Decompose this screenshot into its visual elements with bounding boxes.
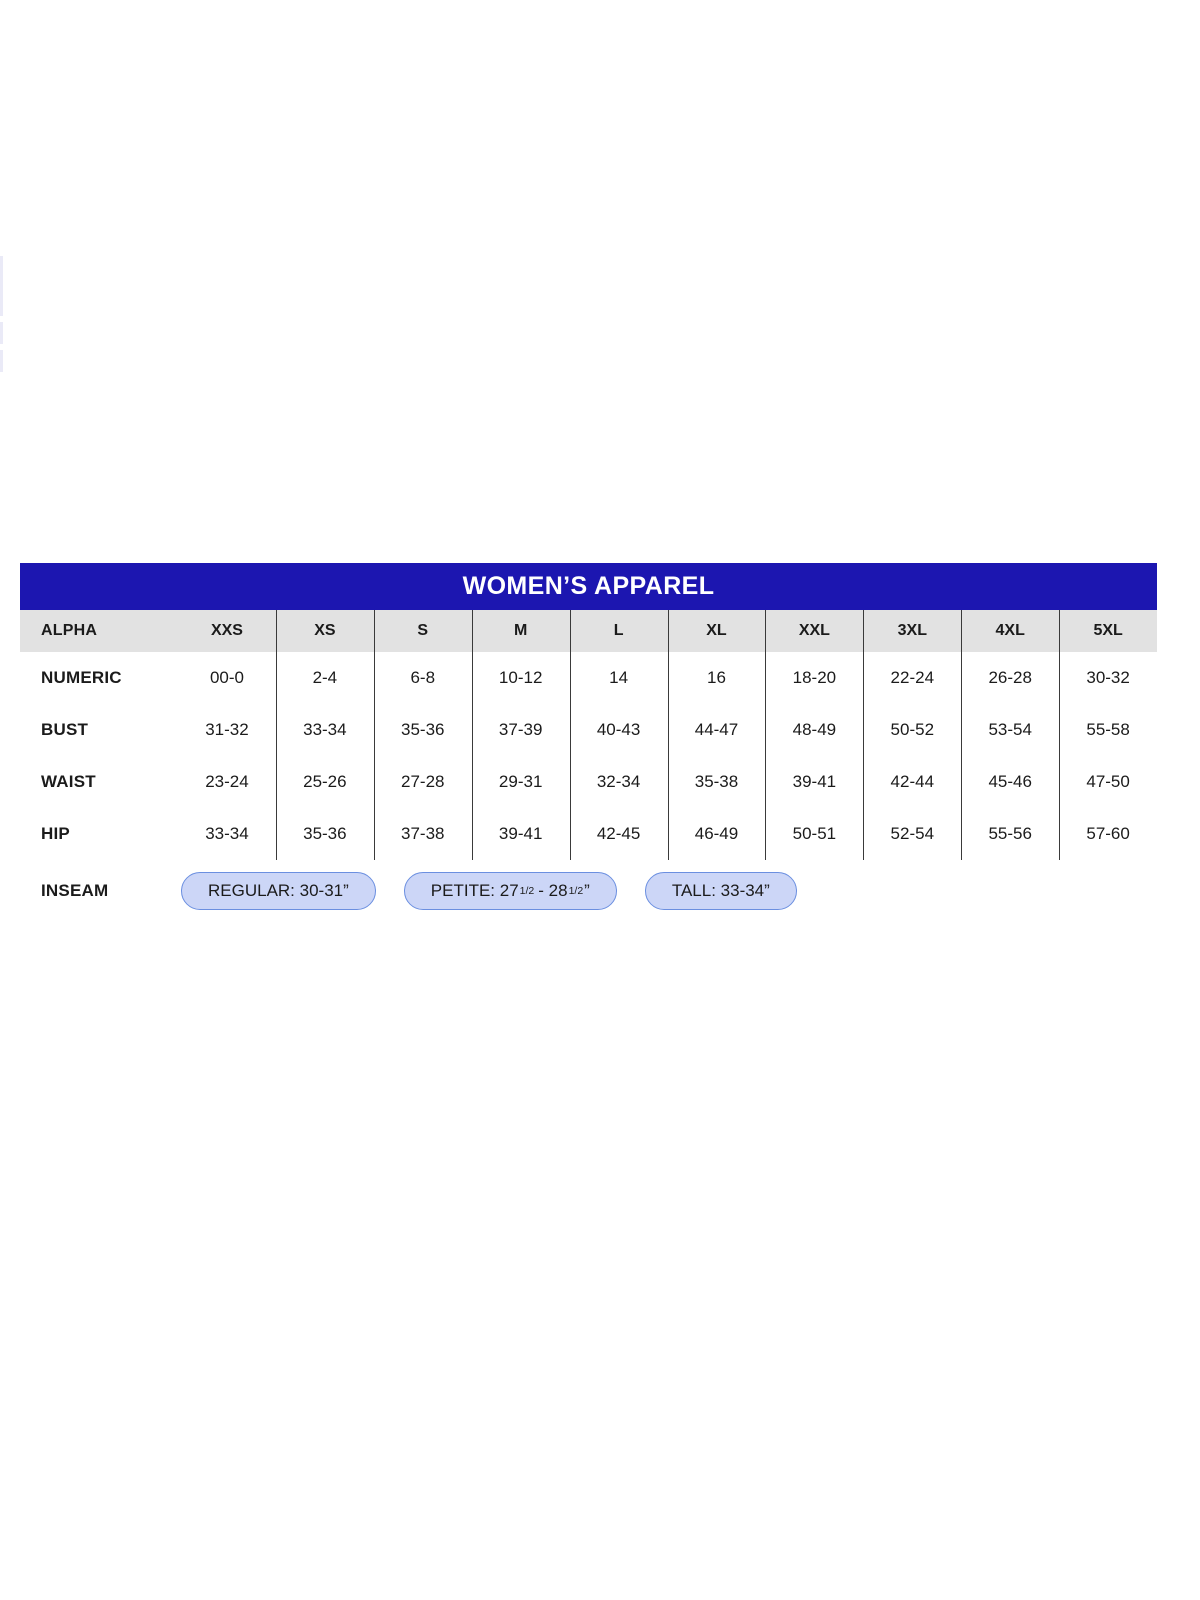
- header-size-m: M: [471, 610, 570, 652]
- table-row-inseam: INSEAM REGULAR: 30-31” PETITE: 27 1/2 - …: [20, 860, 1157, 922]
- header-size-xs: XS: [275, 610, 374, 652]
- header-label-alpha: ALPHA: [41, 622, 98, 639]
- table-header-row: ALPHA XXS XS S M L XL XXL 3XL 4XL 5XL: [20, 610, 1157, 652]
- inseam-pill-regular-label: REGULAR: 30-31”: [208, 881, 349, 900]
- cell-bust-xxl: 48-49: [765, 704, 863, 756]
- cell-hip-xl: 46-49: [667, 808, 766, 860]
- inseam-pill-group: REGULAR: 30-31” PETITE: 27 1/2 - 28 1/2 …: [178, 872, 797, 910]
- cell-waist-4xl: 45-46: [961, 756, 1059, 808]
- cell-bust-xl: 44-47: [667, 704, 766, 756]
- cell-numeric-3xl: 22-24: [863, 652, 961, 704]
- inseam-pill-petite[interactable]: PETITE: 27 1/2 - 28 1/2 ”: [403, 872, 617, 910]
- cell-bust-4xl: 53-54: [961, 704, 1059, 756]
- cell-waist-xxl: 39-41: [765, 756, 863, 808]
- row-label-waist: WAIST: [41, 772, 96, 791]
- cell-numeric-s: 6-8: [373, 652, 472, 704]
- cell-bust-l: 40-43: [569, 704, 668, 756]
- cell-waist-xs: 25-26: [275, 756, 374, 808]
- table-row-hip: HIP 33-34 35-36 37-38 39-41 42-45 46-49 …: [20, 808, 1157, 860]
- cell-bust-3xl: 50-52: [863, 704, 961, 756]
- cell-waist-l: 32-34: [569, 756, 668, 808]
- page-title: WOMEN’S APPAREL: [462, 572, 715, 600]
- cell-numeric-4xl: 26-28: [961, 652, 1059, 704]
- cell-numeric-xs: 2-4: [275, 652, 374, 704]
- cell-waist-xl: 35-38: [667, 756, 766, 808]
- cell-hip-5xl: 57-60: [1059, 808, 1157, 860]
- cell-numeric-xxs: 00-0: [209, 668, 244, 687]
- cell-waist-5xl: 47-50: [1059, 756, 1157, 808]
- cell-hip-xs: 35-36: [275, 808, 374, 860]
- cell-waist-3xl: 42-44: [863, 756, 961, 808]
- inseam-pill-petite-suffix: ”: [584, 881, 590, 900]
- row-label-bust: BUST: [41, 720, 89, 739]
- inseam-pill-petite-prefix: PETITE: 27: [430, 881, 519, 900]
- cell-numeric-5xl: 30-32: [1059, 652, 1157, 704]
- cell-bust-5xl: 55-58: [1059, 704, 1157, 756]
- row-label-hip: HIP: [41, 824, 70, 843]
- header-size-5xl: 5XL: [1059, 610, 1157, 652]
- cell-hip-4xl: 55-56: [961, 808, 1059, 860]
- cell-hip-s: 37-38: [373, 808, 472, 860]
- size-chart-table: WOMEN’S APPAREL ALPHA XXS XS S M L XL XX…: [20, 563, 1157, 922]
- cell-hip-xxl: 50-51: [765, 808, 863, 860]
- edge-artifact-bottom: [0, 350, 3, 372]
- cell-bust-xs: 33-34: [275, 704, 374, 756]
- cell-hip-l: 42-45: [569, 808, 668, 860]
- header-size-3xl: 3XL: [863, 610, 961, 652]
- cell-bust-s: 35-36: [373, 704, 472, 756]
- inseam-pill-regular[interactable]: REGULAR: 30-31”: [181, 872, 376, 910]
- row-label-numeric: NUMERIC: [41, 668, 122, 687]
- header-size-xxl: XXL: [765, 610, 863, 652]
- header-size-s: S: [373, 610, 472, 652]
- header-size-l: L: [569, 610, 668, 652]
- inseam-pill-tall-label: TALL: 33-34”: [671, 881, 770, 900]
- edge-artifact-mid: [0, 322, 3, 344]
- chart-title-bar: WOMEN’S APPAREL: [20, 563, 1157, 610]
- header-size-4xl: 4XL: [961, 610, 1059, 652]
- row-label-inseam: INSEAM: [41, 881, 109, 900]
- cell-bust-xxs: 31-32: [205, 720, 249, 739]
- inseam-pill-petite-mid: - 28: [538, 881, 568, 900]
- header-size-xxs: XXS: [210, 622, 243, 639]
- cell-numeric-l: 14: [569, 652, 668, 704]
- edge-artifact-top: [0, 256, 3, 316]
- cell-numeric-xl: 16: [667, 652, 766, 704]
- table-row-waist: WAIST 23-24 25-26 27-28 29-31 32-34 35-3…: [20, 756, 1157, 808]
- inseam-pill-petite-frac1: 1/2: [519, 884, 535, 897]
- cell-waist-xxs: 23-24: [205, 772, 249, 791]
- cell-numeric-xxl: 18-20: [765, 652, 863, 704]
- cell-numeric-m: 10-12: [471, 652, 570, 704]
- cell-bust-m: 37-39: [471, 704, 570, 756]
- cell-hip-m: 39-41: [471, 808, 570, 860]
- inseam-pill-petite-frac2: 1/2: [568, 884, 584, 897]
- table-row-bust: BUST 31-32 33-34 35-36 37-39 40-43 44-47…: [20, 704, 1157, 756]
- inseam-pill-tall[interactable]: TALL: 33-34”: [644, 872, 797, 910]
- table-row-numeric: NUMERIC 00-0 2-4 6-8 10-12 14 16 18-20 2…: [20, 652, 1157, 704]
- cell-hip-xxs: 33-34: [205, 824, 249, 843]
- cell-waist-s: 27-28: [373, 756, 472, 808]
- cell-waist-m: 29-31: [471, 756, 570, 808]
- cell-hip-3xl: 52-54: [863, 808, 961, 860]
- header-size-xl: XL: [667, 610, 766, 652]
